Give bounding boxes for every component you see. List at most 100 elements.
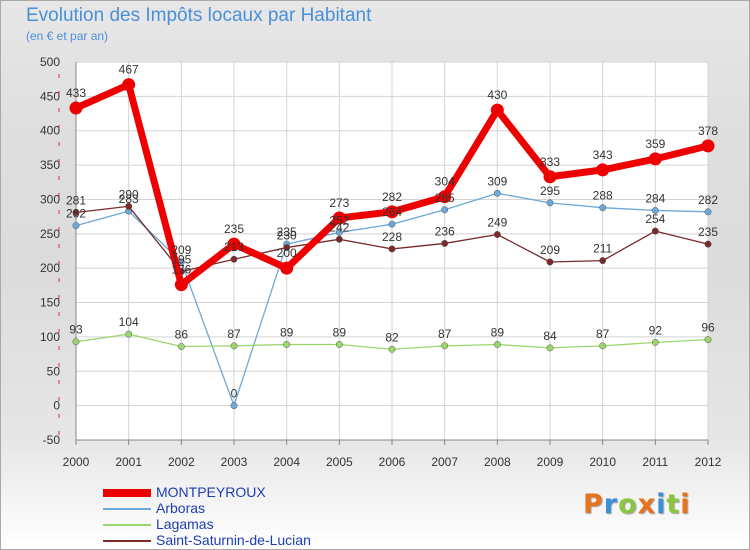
data-point (174, 278, 188, 292)
data-label: 288 (593, 189, 613, 203)
data-label: 281 (66, 194, 86, 208)
data-point (701, 139, 715, 153)
data-point (385, 205, 399, 219)
data-label: 282 (382, 190, 402, 204)
data-label: 467 (119, 63, 139, 77)
data-point (227, 237, 241, 251)
x-tick-label: 2009 (537, 455, 564, 469)
data-point (704, 240, 712, 248)
y-tick-label: 300 (40, 192, 60, 206)
data-label: 87 (438, 327, 452, 341)
data-point (122, 78, 136, 92)
data-point (280, 261, 294, 275)
data-point (332, 211, 346, 225)
logo-letter: t (666, 489, 681, 520)
data-point (441, 206, 449, 214)
y-tick-label: 450 (40, 89, 60, 103)
data-point (72, 222, 80, 230)
data-label: 283 (119, 192, 139, 206)
data-point (230, 342, 238, 350)
data-label: 236 (435, 224, 455, 238)
data-point (599, 204, 607, 212)
data-point (177, 343, 185, 350)
data-point (230, 255, 238, 263)
chart-subtitle: (en € et par an) (26, 29, 109, 43)
chart-title: Evolution des Impôts locaux par Habitant (26, 5, 372, 26)
x-tick-label: 2005 (326, 455, 353, 469)
x-tick-label: 2006 (379, 455, 406, 469)
data-point (546, 258, 554, 266)
data-point (230, 402, 238, 410)
data-label: 264 (382, 205, 402, 219)
data-label: 273 (329, 196, 349, 210)
data-label: 211 (593, 242, 612, 256)
data-label: 378 (698, 124, 718, 138)
data-label: 433 (66, 86, 86, 100)
data-label: 230 (277, 229, 297, 243)
data-label: 195 (171, 253, 191, 267)
legend-label: Arboras (156, 500, 206, 516)
logo-letter: i (656, 489, 667, 520)
logo-letter: P (583, 489, 604, 520)
proxiti-logo: Proxiti (583, 489, 691, 520)
data-label: 0 (231, 387, 238, 401)
y-tick-label: 150 (40, 296, 60, 310)
data-point (704, 208, 712, 216)
data-label: 82 (385, 330, 399, 344)
legend-label: Saint-Saturnin-de-Lucian (156, 532, 311, 548)
legend-swatch (103, 524, 151, 526)
data-point (599, 342, 607, 350)
data-label: 343 (593, 148, 613, 162)
data-label: 89 (280, 325, 294, 339)
data-point (388, 345, 396, 353)
data-point (72, 338, 80, 346)
y-tick-label: 400 (40, 124, 60, 138)
data-point (704, 336, 712, 344)
data-point (283, 244, 291, 252)
data-point (72, 209, 80, 216)
x-tick-label: 2000 (63, 455, 90, 469)
data-point (441, 239, 449, 247)
data-point (125, 202, 133, 210)
data-label: 213 (224, 240, 244, 254)
data-label: 86 (175, 328, 189, 342)
data-label: 242 (329, 220, 349, 234)
logo-letter: x (637, 489, 657, 520)
data-point (441, 342, 449, 350)
legend-label: MONTPEYROUX (156, 484, 266, 500)
legend-swatch (103, 540, 151, 542)
data-label: 284 (645, 191, 665, 205)
data-label: 254 (645, 212, 665, 226)
legend-swatch (103, 489, 151, 497)
x-tick-label: 2002 (168, 455, 195, 469)
data-point (388, 245, 396, 253)
data-point (438, 190, 452, 204)
data-label: 176 (171, 263, 191, 277)
x-tick-label: 2003 (221, 455, 248, 469)
data-label: 252 (329, 213, 349, 227)
data-label: 96 (701, 321, 715, 335)
y-tick-label: 50 (47, 364, 61, 378)
legend-label: Lagamas (156, 516, 214, 532)
data-label: 309 (487, 174, 507, 188)
data-label: 235 (224, 222, 244, 236)
data-label: 262 (66, 207, 86, 221)
data-point (651, 338, 659, 346)
data-point (651, 207, 659, 214)
logo-letter: r (603, 489, 619, 520)
logo-letter: o (618, 489, 638, 520)
data-point (125, 330, 133, 338)
data-label: 295 (540, 184, 560, 198)
x-tick-label: 2012 (695, 455, 722, 469)
x-tick-label: 2001 (115, 455, 142, 469)
x-tick-label: 2011 (642, 455, 668, 469)
data-label: 290 (119, 187, 139, 201)
x-tick-label: 2007 (431, 455, 458, 469)
data-point (69, 101, 83, 115)
data-point (335, 228, 343, 236)
y-tick-label: 200 (40, 261, 60, 275)
x-tick-label: 2004 (273, 455, 300, 469)
data-point (493, 341, 501, 348)
